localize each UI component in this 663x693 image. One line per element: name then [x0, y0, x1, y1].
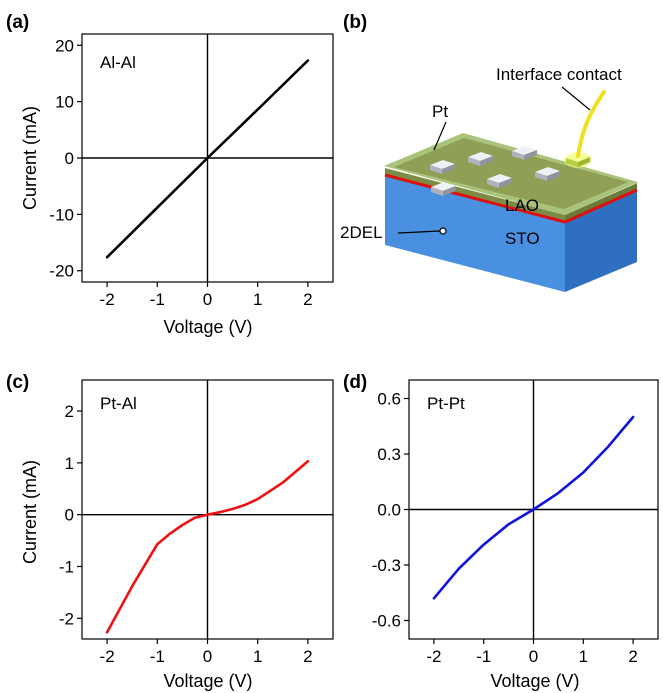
2del-label: 2DEL [340, 223, 383, 242]
pt-pad [468, 152, 493, 166]
x-tick-label: 0 [203, 290, 212, 309]
lao-front-edge [385, 168, 565, 222]
y-tick-label: 20 [55, 36, 74, 55]
chart-c-xlabel: Voltage (V) [163, 671, 252, 691]
x-tick-label: -1 [150, 290, 165, 309]
y-tick-label: -0.3 [372, 556, 401, 575]
chart-a-annotation: Al-Al [100, 53, 136, 72]
x-tick-label: 1 [579, 647, 588, 666]
y-tick-label: 0 [65, 506, 74, 525]
x-tick-label: 2 [303, 647, 312, 666]
chart-a-xlabel: Voltage (V) [163, 317, 252, 337]
pt-label: Pt [432, 102, 448, 121]
chart-pt-pt: -2 -1 0 1 2 -0.6 -0.3 0.0 0.3 0.6 [372, 379, 659, 666]
x-tick-label: 0 [529, 647, 538, 666]
sto-label: STO [505, 229, 540, 248]
lao-side-edge [565, 183, 637, 222]
contact-wire [576, 90, 606, 158]
pt-pad [430, 160, 455, 174]
del-leader-line [397, 230, 441, 234]
pt-pad [431, 182, 456, 196]
lao-label: LAO [505, 196, 539, 215]
chart-d-xlabel: Voltage (V) [490, 671, 579, 691]
series-line [105, 459, 310, 634]
pt-pad [487, 174, 512, 188]
x-tick-label: 2 [303, 290, 312, 309]
interface-contact-pad [564, 152, 592, 168]
device-diagram: Interface contact Pt LAO STO 2DEL [340, 65, 638, 292]
chart-pt-al: -2 -1 0 1 2 -2 -1 0 1 2 [59, 379, 334, 666]
chart-d-annotation: Pt-Pt [427, 394, 465, 413]
x-tick-label: 1 [253, 647, 262, 666]
pt-pad [535, 167, 560, 181]
sto-front-face [385, 175, 565, 292]
x-tick-label: -1 [476, 647, 491, 666]
chart-c-annotation: Pt-Al [100, 394, 137, 413]
y-tick-label: 2 [65, 402, 74, 421]
x-tick-label: -2 [100, 290, 115, 309]
pt-pad [512, 146, 537, 160]
y-tick-label: 0.0 [377, 501, 401, 520]
panel-label-a: (a) [6, 12, 29, 33]
x-tick-label: 0 [203, 647, 212, 666]
y-tick-label: -1 [59, 557, 74, 576]
y-tick-label: -20 [49, 262, 74, 281]
y-tick-label: 1 [65, 454, 74, 473]
del-marker [439, 227, 447, 235]
panel-label-d: (d) [343, 372, 367, 393]
lao-top-surface [394, 138, 628, 209]
x-tick-label: 2 [628, 647, 637, 666]
series-line [432, 415, 635, 600]
interface-contact-label: Interface contact [496, 65, 622, 84]
x-tick-label: -1 [150, 647, 165, 666]
y-tick-label: 0 [65, 149, 74, 168]
x-tick-label: -2 [426, 647, 441, 666]
chart-a-ylabel: Current (mA) [20, 106, 40, 210]
y-tick-label: 0.3 [377, 445, 401, 464]
panel-label-c: (c) [6, 372, 29, 393]
y-tick-label: 0.6 [377, 390, 401, 409]
series-line [105, 59, 310, 259]
interface-leader-line [561, 86, 591, 111]
y-tick-label: -10 [49, 205, 74, 224]
x-tick-label: -2 [100, 647, 115, 666]
pt-leader-line [433, 121, 447, 151]
y-tick-label: 10 [55, 93, 74, 112]
panel-label-b: (b) [343, 12, 367, 33]
x-tick-label: 1 [253, 290, 262, 309]
chart-c-ylabel: Current (mA) [20, 460, 40, 564]
y-tick-label: -2 [59, 609, 74, 628]
y-tick-label: -0.6 [372, 612, 401, 631]
